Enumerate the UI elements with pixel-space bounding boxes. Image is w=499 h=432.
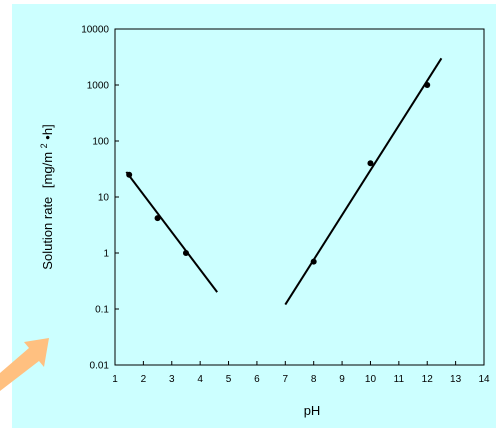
y-tick-label: 1 — [103, 249, 109, 260]
x-tick-label: 4 — [197, 374, 203, 385]
data-point — [424, 82, 430, 88]
y-tick-label: 0.1 — [95, 305, 109, 316]
x-tick-label: 5 — [226, 374, 232, 385]
x-tick-label: 6 — [254, 374, 260, 385]
y-tick-label: 10000 — [81, 25, 109, 36]
y-axis-unit-suffix: •h] — [40, 124, 55, 139]
x-tick-label: 13 — [450, 374, 462, 385]
x-tick-label: 10 — [365, 374, 377, 385]
data-point — [183, 250, 189, 256]
y-axis-title: Solution rate [mg/m 2 •h] — [35, 124, 55, 269]
x-tick-label: 3 — [169, 374, 175, 385]
pointer-arrow-icon — [0, 338, 49, 391]
x-tick-label: 14 — [478, 374, 490, 385]
y-axis-title-main: Solution rate — [40, 197, 55, 270]
x-tick-label: 1 — [112, 374, 118, 385]
plot-area: 1 2 3 4 5 6 7 8 9 10 11 12 13 141000010001001010.10.0… — [81, 25, 490, 386]
y-axis-unit-superscript: 2 — [39, 143, 49, 148]
data-point — [155, 215, 161, 221]
x-axis-title: pH — [304, 403, 321, 418]
y-axis-unit-prefix: [mg/m — [40, 152, 55, 188]
data-point — [126, 172, 132, 178]
trend-line — [126, 172, 217, 292]
x-tick-label: 9 — [339, 374, 345, 385]
data-point — [367, 160, 373, 166]
x-tick-label: 2 — [141, 374, 147, 385]
x-tick-label: 11 — [394, 374, 405, 385]
data-point — [311, 259, 317, 265]
x-tick-label: 7 — [283, 374, 289, 385]
y-tick-label: 100 — [92, 137, 109, 148]
x-tick-label: 12 — [422, 374, 434, 385]
y-tick-label: 1000 — [87, 81, 110, 92]
x-tick-label: 8 — [311, 374, 317, 385]
y-tick-label: 0.01 — [90, 361, 110, 372]
trend-line — [285, 58, 441, 304]
y-tick-label: 10 — [98, 193, 110, 204]
